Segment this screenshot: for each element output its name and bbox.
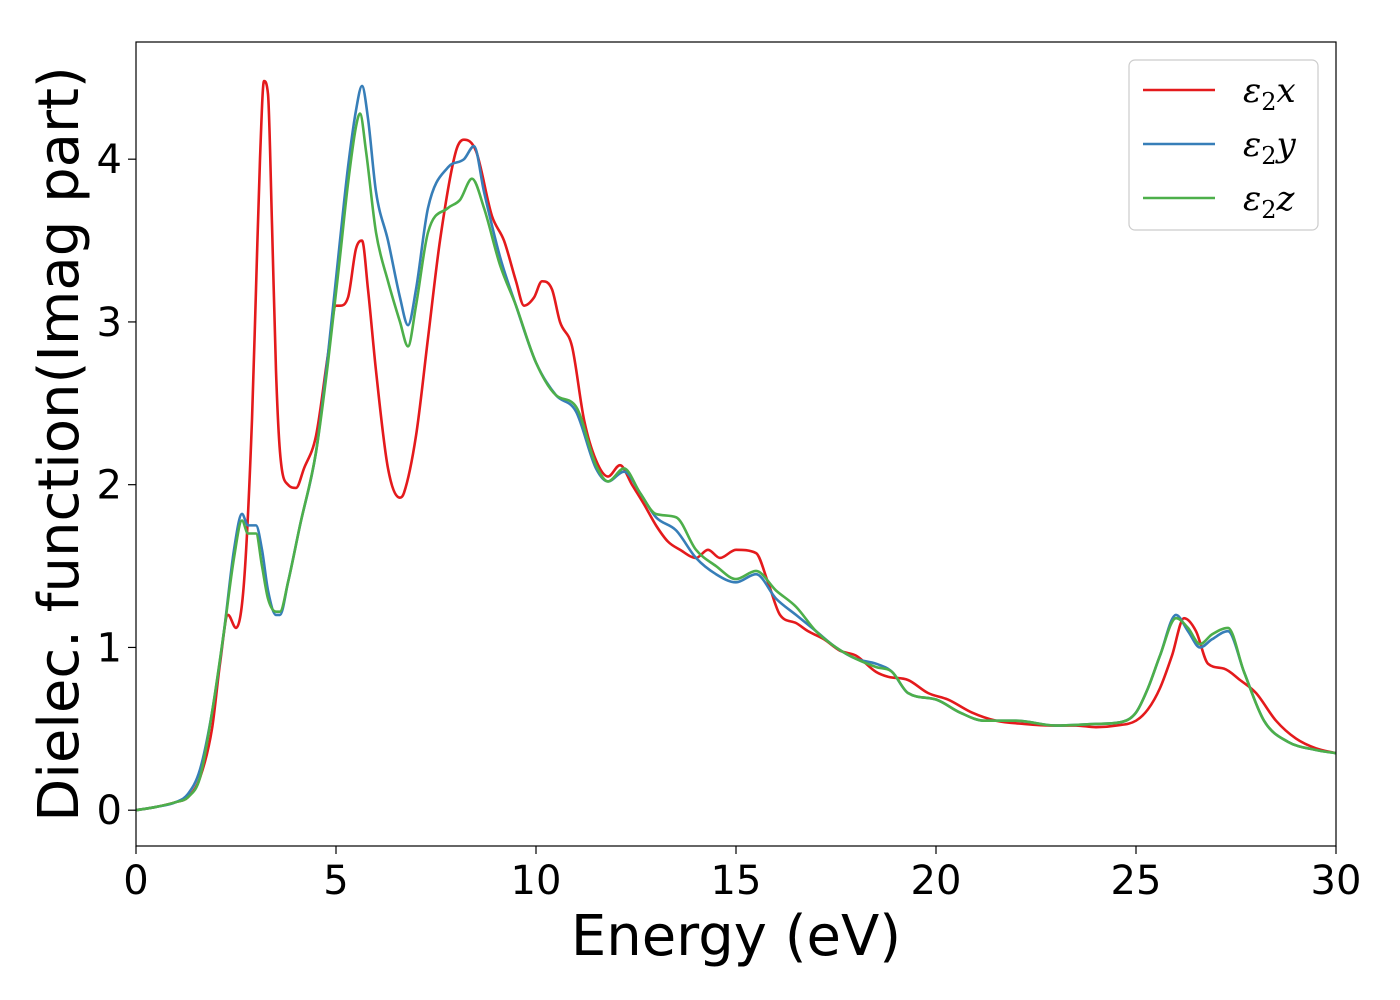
legend: ε2x ε2y ε2z	[1128, 59, 1319, 231]
y-tick-label: 0	[97, 788, 122, 834]
x-tick-label: 5	[323, 858, 348, 904]
y-tick-label: 4	[97, 137, 122, 183]
x-tick-label: 20	[911, 858, 962, 904]
legend-label-z: ε2z	[1243, 179, 1296, 224]
x-tick-label: 30	[1311, 858, 1362, 904]
y-tick-label: 2	[97, 463, 122, 509]
x-tick-label: 15	[711, 858, 762, 904]
x-tick-label: 10	[511, 858, 562, 904]
series-line-z	[136, 112, 1336, 812]
legend-label-y: ε2y	[1243, 125, 1297, 170]
legend-label-x: ε2x	[1243, 71, 1296, 116]
legend-box	[1128, 59, 1319, 231]
y-axis-title: Dielec. function(Imag part)	[27, 66, 92, 822]
x-tick-label: 0	[123, 858, 148, 904]
x-axis-title: Energy (eV)	[571, 904, 901, 969]
y-tick-label: 1	[97, 625, 122, 671]
y-tick-label: 3	[97, 300, 122, 346]
x-tick-label: 25	[1111, 858, 1162, 904]
axes-layer: 0 5 10 15 20 25 30 0 1 2 3 4	[97, 41, 1362, 904]
series-layer	[136, 79, 1336, 812]
